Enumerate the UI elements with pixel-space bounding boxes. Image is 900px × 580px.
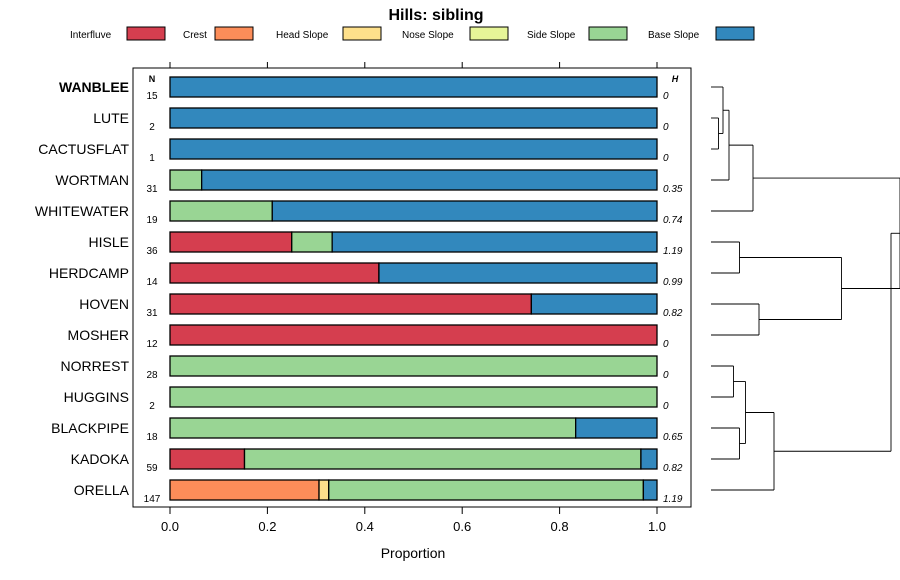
- x-axis-label: Proportion: [381, 545, 446, 561]
- bar-0-base-slope: [169, 76, 658, 98]
- bar-7-base-slope: [530, 293, 658, 315]
- row-n-5: 36: [146, 246, 158, 257]
- row-h-6: 0.99: [663, 277, 683, 288]
- row-h-11: 0.65: [663, 432, 683, 443]
- row-label-13: ORELLA: [74, 482, 130, 498]
- plot-frame: [132, 67, 692, 508]
- bar-6-interfluve: [169, 262, 380, 284]
- row-label-6: HERDCAMP: [49, 265, 129, 281]
- legend-swatch-3: [469, 26, 509, 41]
- legend: Interfluve Crest Head Slope Nose Slope Side …: [70, 26, 755, 41]
- chart-title: Hills: sibling: [388, 7, 483, 24]
- bar-3-side-slope: [169, 169, 203, 191]
- row-h-8: 0: [663, 339, 669, 350]
- legend-swatch-0: [126, 26, 166, 41]
- legend-label-0: Interfluve: [70, 30, 112, 41]
- x-tick-label-1: 0.2: [258, 519, 276, 534]
- bar-11-base-slope: [575, 417, 658, 439]
- legend-label-2: Head Slope: [276, 30, 329, 41]
- legend-swatch-5: [715, 26, 755, 41]
- row-n-10: 2: [149, 401, 155, 412]
- row-n-11: 18: [146, 432, 158, 443]
- bar-12-side-slope: [243, 448, 642, 470]
- legend-swatch-1: [214, 26, 254, 41]
- row-n-12: 59: [146, 463, 158, 474]
- row-h-5: 1.19: [663, 246, 683, 257]
- x-tick-label-2: 0.4: [356, 519, 374, 534]
- bar-4-side-slope: [169, 200, 273, 222]
- x-tick-label-0: 0.0: [161, 519, 179, 534]
- bar-4-base-slope: [271, 200, 658, 222]
- x-tick-label-4: 0.8: [551, 519, 569, 534]
- row-label-0: WANBLEE: [59, 79, 129, 95]
- row-n-13: 147: [144, 494, 161, 505]
- legend-label-5: Base Slope: [648, 30, 700, 41]
- row-h-0: 0: [663, 91, 669, 102]
- legend-label-1: Crest: [183, 30, 207, 41]
- row-h-7: 0.82: [663, 308, 683, 319]
- row-n-3: 31: [146, 184, 158, 195]
- row-n-7: 31: [146, 308, 158, 319]
- bar-13-head-slope: [318, 479, 330, 501]
- row-label-5: HISLE: [89, 234, 129, 250]
- x-axis: 0.0 0.2 0.4 0.6 0.8 1.0: [161, 507, 666, 534]
- bar-12-interfluve: [169, 448, 246, 470]
- row-n-4: 19: [146, 215, 158, 226]
- row-h-9: 0: [663, 370, 669, 381]
- plot-area: N H WANBLEE 15 0 LUTE 2 0 CACTUSFLAT 1 0 WORTMAN 31 0…: [35, 62, 692, 508]
- bar-11-side-slope: [169, 417, 577, 439]
- row-n-1: 2: [149, 122, 155, 133]
- bar-8-interfluve: [169, 324, 658, 346]
- bar-5-base-slope: [331, 231, 658, 253]
- row-label-7: HOVEN: [79, 296, 129, 312]
- row-h-1: 0: [663, 122, 669, 133]
- row-label-1: LUTE: [93, 110, 129, 126]
- bar-13-base-slope: [642, 479, 658, 501]
- row-n-0: 15: [146, 91, 158, 102]
- row-label-12: KADOKA: [71, 451, 130, 467]
- bar-13-crest: [169, 479, 320, 501]
- row-h-12: 0.82: [663, 463, 683, 474]
- bar-3-base-slope: [201, 169, 658, 191]
- row-h-2: 0: [663, 153, 669, 164]
- legend-swatch-2: [342, 26, 382, 41]
- bar-5-side-slope: [291, 231, 333, 253]
- dendrogram: [711, 86, 900, 491]
- bar-12-base-slope: [640, 448, 658, 470]
- x-tick-label-3: 0.6: [453, 519, 471, 534]
- row-label-8: MOSHER: [68, 327, 129, 343]
- row-label-10: HUGGINS: [64, 389, 129, 405]
- row-n-8: 12: [146, 339, 158, 350]
- row-label-11: BLACKPIPE: [51, 420, 129, 436]
- x-tick-label-5: 1.0: [648, 519, 666, 534]
- legend-label-3: Nose Slope: [402, 30, 454, 41]
- bar-10-side-slope: [169, 386, 658, 408]
- row-h-4: 0.74: [663, 215, 683, 226]
- row-label-2: CACTUSFLAT: [38, 141, 129, 157]
- legend-label-4: Side Slope: [527, 30, 576, 41]
- row-label-9: NORREST: [61, 358, 130, 374]
- row-h-13: 1.19: [663, 494, 683, 505]
- row-label-3: WORTMAN: [55, 172, 129, 188]
- bar-1-base-slope: [169, 107, 658, 129]
- bar-6-base-slope: [378, 262, 658, 284]
- bar-13-side-slope: [328, 479, 645, 501]
- bar-2-base-slope: [169, 138, 658, 160]
- h-header: H: [672, 74, 679, 84]
- n-header: N: [149, 74, 156, 84]
- row-h-3: 0.35: [663, 184, 683, 195]
- row-label-4: WHITEWATER: [35, 203, 129, 219]
- row-h-10: 0: [663, 401, 669, 412]
- row-n-9: 28: [146, 370, 158, 381]
- bar-7-interfluve: [169, 293, 533, 315]
- row-n-2: 1: [149, 153, 155, 164]
- bar-5-interfluve: [169, 231, 293, 253]
- row-n-6: 14: [146, 277, 158, 288]
- bar-9-side-slope: [169, 355, 658, 377]
- legend-swatch-4: [588, 26, 628, 41]
